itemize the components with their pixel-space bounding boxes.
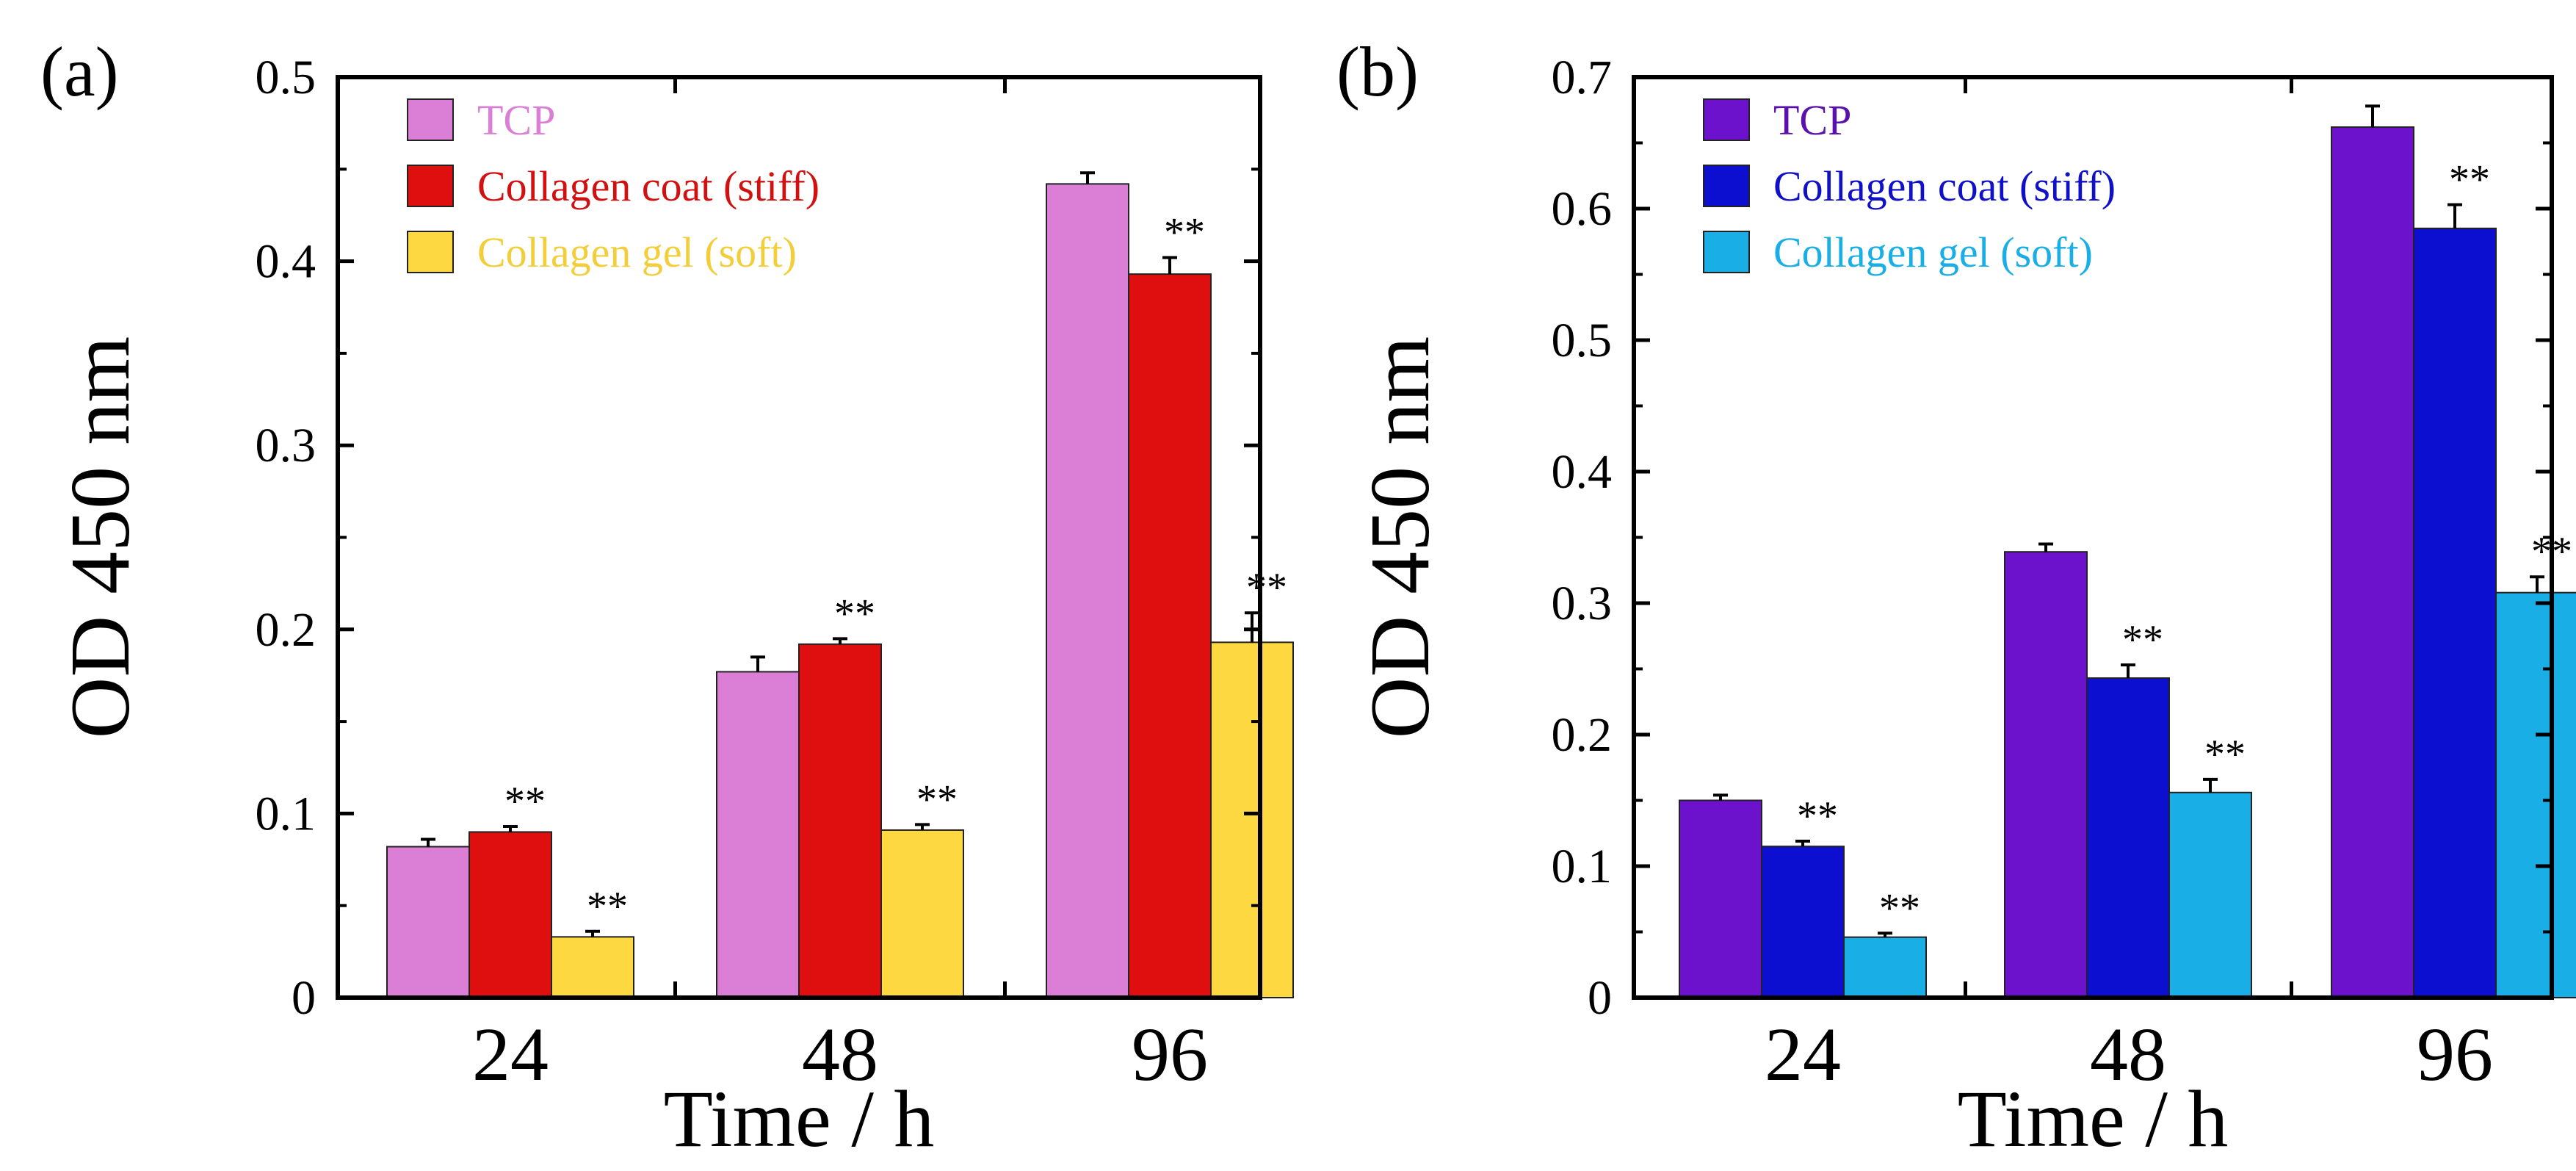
legend-swatch (1703, 165, 1750, 207)
y-tick-label: 0.2 (1552, 708, 1613, 762)
legend-swatch (407, 165, 454, 207)
bar (798, 643, 882, 999)
bar (880, 829, 964, 998)
significance-marker: ** (1246, 565, 1287, 610)
legend-swatch (407, 231, 454, 273)
bar (2495, 591, 2576, 998)
x-axis-label: Time / h (1958, 1074, 2229, 1164)
bar (1761, 846, 1845, 999)
y-axis-label: OD 450 nm (1353, 336, 1447, 739)
chart-panel-b: (b)************00.10.20.30.40.50.60.724 4… (1336, 32, 2576, 1164)
bar (1210, 641, 1294, 998)
y-axis-label: OD 450 nm (54, 336, 148, 739)
legend-swatch (1703, 231, 1750, 273)
legend: TCP Collagen coat (stiff) Collagen gel (so… (1703, 96, 2116, 276)
y-tick-label: 0.6 (1552, 182, 1613, 236)
bar (1128, 273, 1212, 998)
y-tick-label: 0.1 (256, 787, 316, 840)
y-tick-label: 0.5 (256, 51, 316, 104)
x-axis-label: Time / h (664, 1074, 935, 1164)
significance-marker: ** (587, 884, 628, 929)
chart-panel-a: (a) ** ** ** ** ** ** 0 0.1 0.2 0.3 0.4 0.5 24 48 96 Tim… (40, 32, 1294, 1164)
significance-marker: ** (2449, 157, 2490, 203)
legend-entry: Collagen coat (stiff) (1773, 162, 2116, 210)
legend-entry: Collagen gel (soft) (1773, 228, 2093, 276)
panel-label: (b) (1336, 32, 1419, 111)
y-tick-label: 0 (1588, 971, 1612, 1025)
x-tick-label: 24 (472, 1012, 549, 1097)
y-tick-label: 0 (292, 971, 316, 1025)
significance-marker: ** (2204, 732, 2246, 777)
significance-marker: ** (1164, 210, 1205, 256)
bar (1843, 936, 1927, 999)
y-tick-label: 0.4 (256, 235, 316, 289)
x-tick-label: 96 (2417, 1012, 2493, 1097)
significance-marker: ** (834, 591, 875, 636)
bar (2413, 227, 2497, 999)
bar (1679, 799, 1762, 998)
legend-swatch (1703, 98, 1750, 141)
legend-swatch (407, 98, 454, 141)
bar (551, 936, 634, 998)
legend: TCP Collagen coat (stiff) Collagen gel (so… (407, 96, 820, 276)
bar (2168, 791, 2252, 998)
significance-marker: ** (1797, 793, 1838, 839)
bar (468, 831, 552, 998)
legend-entry: Collagen coat (stiff) (477, 162, 820, 210)
bar (386, 846, 470, 999)
significance-marker: ** (2122, 617, 2163, 663)
y-tick-label: 0.3 (1552, 577, 1613, 630)
x-tick-label: 48 (2090, 1012, 2166, 1097)
significance-marker: ** (916, 777, 958, 822)
y-tick-label: 0.4 (1552, 445, 1613, 499)
y-tick-label: 0.1 (1552, 840, 1613, 893)
panel-label: (a) (40, 32, 119, 111)
y-tick-label: 0.2 (256, 603, 316, 657)
bar (2004, 551, 2088, 998)
y-tick-label: 0.5 (1552, 314, 1613, 367)
x-tick-label: 96 (1132, 1012, 1208, 1097)
bar (1046, 183, 1129, 998)
significance-marker: ** (504, 779, 546, 824)
legend-entry: TCP (477, 96, 555, 144)
bar (2331, 126, 2414, 998)
x-tick-label: 24 (1765, 1012, 1841, 1097)
y-tick-label: 0.7 (1552, 51, 1613, 104)
significance-marker: ** (1879, 885, 1920, 931)
bar (2086, 677, 2170, 999)
bar (716, 671, 800, 998)
y-tick-label: 0.3 (256, 419, 316, 472)
legend-entry: Collagen gel (soft) (477, 228, 797, 276)
x-tick-label: 48 (802, 1012, 878, 1097)
legend-entry: TCP (1773, 96, 1851, 144)
